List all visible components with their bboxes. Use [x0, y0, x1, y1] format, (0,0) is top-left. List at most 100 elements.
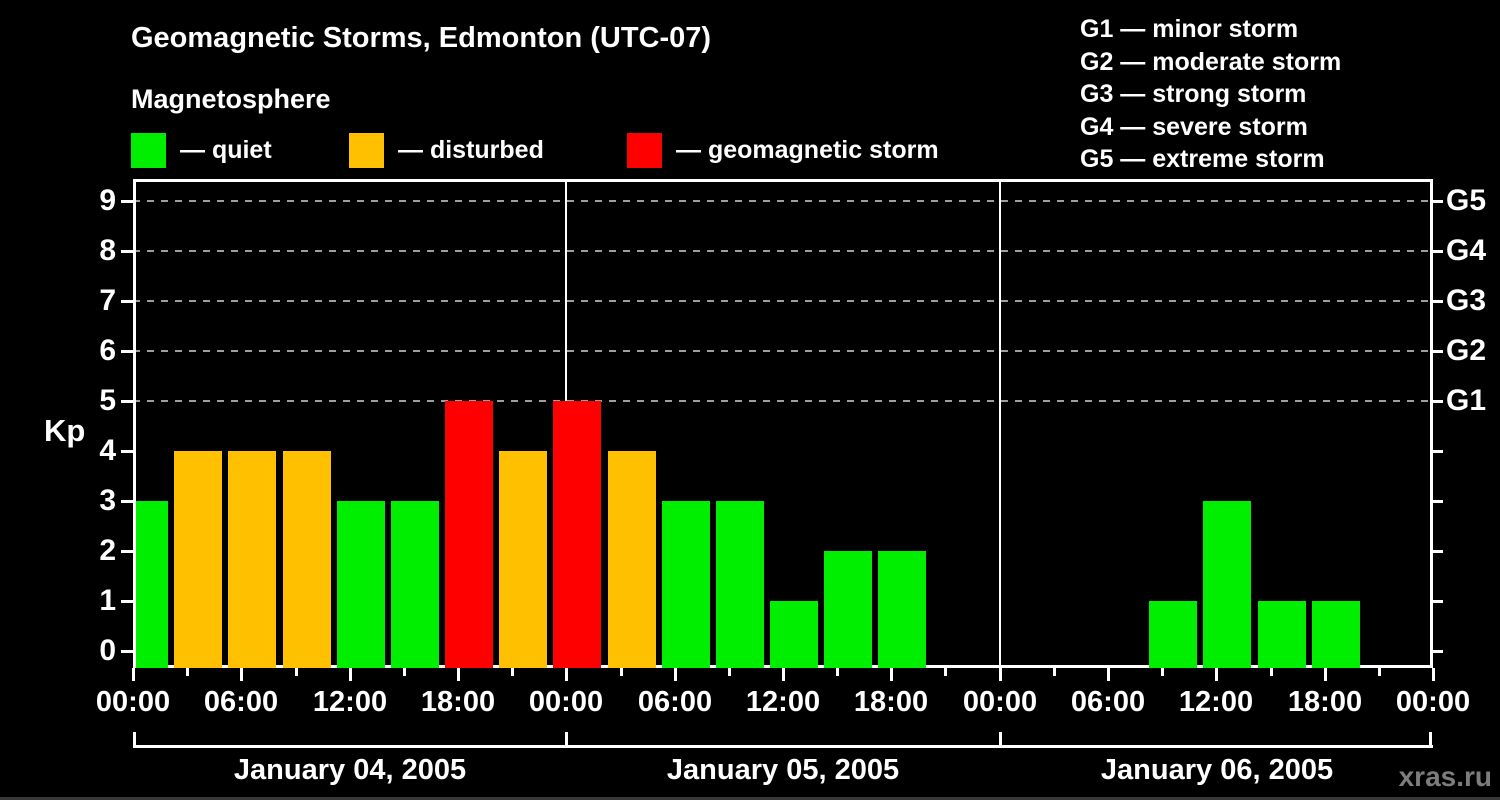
kp-bar: [1258, 601, 1306, 668]
image-bottom-edge: [0, 797, 1500, 800]
plot-right-axis: [1430, 179, 1433, 668]
right-axis-tick: [1433, 550, 1443, 553]
watermark-link[interactable]: xras.ru: [1398, 761, 1492, 792]
y-axis-tick: [121, 450, 133, 453]
y-tick-label: 9: [99, 184, 116, 217]
legend-item-quiet: — quiet: [131, 132, 272, 168]
x-tick-label: 00:00: [962, 686, 1038, 718]
date-bracket-line: [133, 745, 1433, 748]
kp-bar: [283, 451, 331, 668]
right-axis-tick: [1433, 600, 1443, 603]
date-bracket-tick: [133, 732, 136, 748]
x-axis-major-tick: [1324, 668, 1327, 681]
plot-left-axis: [133, 179, 136, 668]
date-bracket-tick: [1429, 732, 1432, 748]
x-axis-minor-tick: [1053, 668, 1056, 676]
x-axis-minor-tick: [186, 668, 189, 676]
y-axis-tick: [121, 400, 133, 403]
kp-bar: [553, 401, 601, 668]
x-axis-major-tick: [1107, 668, 1110, 681]
kp-bar: [391, 501, 439, 668]
g-scale-item-g4: G4 — severe storm: [1080, 112, 1308, 141]
date-bracket-tick: [999, 732, 1002, 748]
right-axis-tick: [1433, 650, 1443, 653]
x-tick-label: 00:00: [1395, 686, 1471, 718]
right-axis-tick: [1433, 200, 1443, 203]
x-axis-minor-tick: [620, 668, 623, 676]
chart-plot-area: [121, 179, 1443, 681]
date-label-jan05: January 05, 2005: [666, 754, 900, 786]
kp-bar: [770, 601, 818, 668]
date-label-jan04: January 04, 2005: [233, 754, 467, 786]
x-axis-minor-tick: [1270, 668, 1273, 676]
kp-bar: [608, 451, 656, 668]
y-tick-label: 5: [99, 384, 116, 417]
g-scale-item-g3: G3 — strong storm: [1080, 80, 1307, 108]
g-scale-item-g2: G2 — moderate storm: [1080, 47, 1342, 76]
kp-bar: [1149, 601, 1197, 668]
day-separator: [999, 179, 1001, 668]
g-scale-item-g1: G1 — minor storm: [1080, 15, 1299, 43]
x-axis-minor-tick: [836, 668, 839, 676]
y-axis-tick: [121, 650, 133, 653]
x-tick-label: 06:00: [203, 686, 279, 718]
kp-bar: [878, 551, 926, 668]
legend-label-storm: — geomagnetic storm: [676, 135, 939, 164]
y-axis-tick: [121, 300, 133, 303]
x-axis-minor-tick: [1161, 668, 1164, 676]
legend-item-storm: — geomagnetic storm: [627, 132, 939, 168]
x-tick-label: 12:00: [312, 686, 388, 718]
x-axis-minor-tick: [511, 668, 514, 676]
quiet-color-swatch: [131, 132, 166, 168]
y-tick-label: 6: [99, 334, 116, 367]
disturbed-color-swatch: [349, 132, 384, 168]
y-axis-tick: [121, 350, 133, 353]
x-axis-minor-tick: [728, 668, 731, 676]
date-bracket-tick: [565, 732, 568, 748]
gridline-kp7: [133, 300, 1433, 302]
kp-bar: [1312, 601, 1360, 668]
g-scale-axis-label: G4: [1446, 234, 1487, 267]
kp-bar: [1203, 501, 1251, 668]
x-axis-major-tick: [457, 668, 460, 681]
x-tick-label: 06:00: [637, 686, 713, 718]
gridline-kp6: [133, 350, 1433, 352]
x-axis-major-tick: [132, 668, 135, 681]
kp-bar: [499, 451, 547, 668]
y-tick-label: 8: [99, 234, 116, 267]
x-tick-label: 18:00: [1287, 686, 1363, 718]
g-scale-axis-label: G5: [1446, 184, 1487, 217]
legend-label-disturbed: — disturbed: [398, 135, 544, 164]
x-axis-major-tick: [890, 668, 893, 681]
x-axis-major-tick: [999, 668, 1002, 681]
g-scale-axis-label: G2: [1446, 334, 1487, 367]
y-axis-tick: [121, 600, 133, 603]
gridline-kp8: [133, 250, 1433, 252]
g-scale-item-g5: G5 — extreme storm: [1080, 145, 1325, 173]
date-label-jan06: January 06, 2005: [1100, 754, 1334, 786]
y-axis-tick: [121, 500, 133, 503]
right-axis-tick: [1433, 500, 1443, 503]
page-title: Geomagnetic Storms, Edmonton (UTC-07): [131, 22, 712, 54]
legend-item-disturbed: — disturbed: [349, 132, 544, 168]
kp-bar: [337, 501, 385, 668]
g-scale-axis-label: G1: [1446, 384, 1487, 417]
legend-label-quiet: — quiet: [180, 135, 272, 164]
x-axis-minor-tick: [295, 668, 298, 676]
x-axis-minor-tick: [1378, 668, 1381, 676]
x-axis-major-tick: [349, 668, 352, 681]
plot-top-border: [133, 179, 1433, 182]
y-tick-label: 7: [99, 284, 116, 317]
y-axis-tick: [121, 250, 133, 253]
kp-bar: [174, 451, 222, 668]
x-axis-major-tick: [782, 668, 785, 681]
y-axis-tick: [121, 550, 133, 553]
storm-color-swatch: [627, 132, 662, 168]
gridline-kp5: [133, 400, 1433, 402]
g-scale-legend: G1 — minor storm G2 — moderate storm G3 …: [1080, 13, 1341, 176]
x-tick-label: 12:00: [745, 686, 821, 718]
y-tick-label: 3: [99, 484, 116, 517]
x-axis-major-tick: [240, 668, 243, 681]
y-tick-label: 1: [99, 584, 116, 617]
